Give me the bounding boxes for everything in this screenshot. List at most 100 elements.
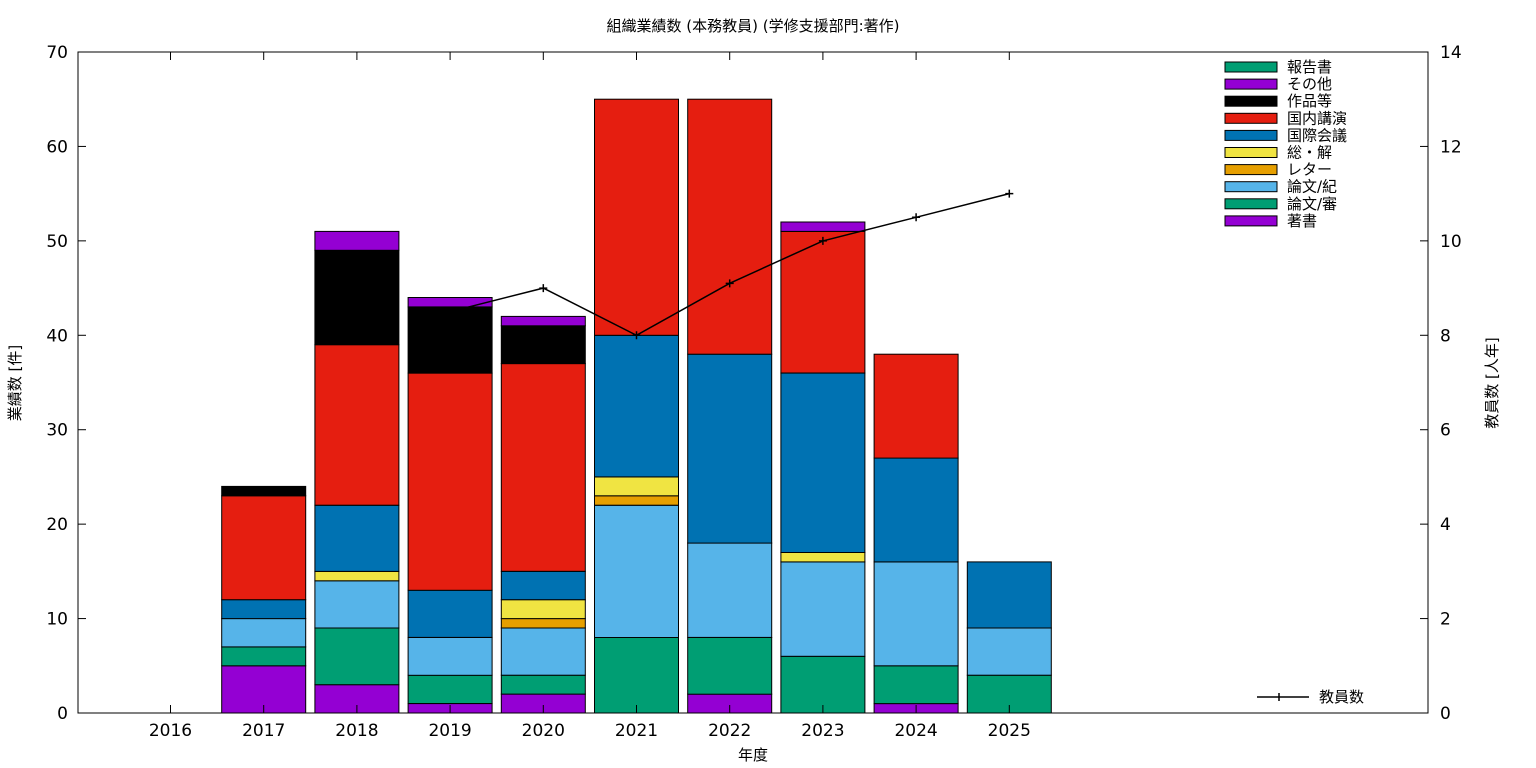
y2-tick-label: 6 (1440, 421, 1451, 441)
legend-line-label: 教員数 (1319, 688, 1364, 706)
y-tick-label: 70 (46, 43, 68, 63)
bar-segment (966, 627, 1052, 676)
teacher-count-point (539, 284, 548, 293)
bar-segment (687, 637, 773, 695)
bar-segment (873, 457, 959, 563)
bar-segment (780, 230, 866, 374)
x-tick-label: 2021 (615, 721, 658, 741)
plot-frame (77, 51, 1429, 714)
bar-segment (873, 561, 959, 667)
bar-segment (687, 353, 773, 544)
y2-tick-label: 12 (1440, 137, 1462, 157)
x-tick-label: 2025 (988, 721, 1031, 741)
y-tick-label: 60 (46, 137, 68, 157)
bar-segment (314, 504, 400, 572)
x-tick-label: 2019 (428, 721, 471, 741)
legend-label: 論文/審 (1287, 195, 1337, 213)
bar-segment (221, 485, 307, 497)
y-axis-label: 業績数 [件] (6, 345, 24, 421)
teacher-count-point (446, 307, 455, 316)
bar-segment (500, 570, 586, 601)
bar-segment (221, 495, 307, 601)
bar-segment (221, 646, 307, 667)
bar-segment (407, 674, 493, 705)
teacher-count-point (632, 331, 641, 340)
y2-tick-label: 14 (1440, 43, 1462, 63)
legend-label: その他 (1287, 75, 1332, 93)
legend-label: 国際会議 (1287, 126, 1347, 144)
bar-segment (314, 627, 400, 686)
x-tick-label: 2016 (149, 721, 192, 741)
y2-axis-label: 教員数 [人年] (1483, 337, 1501, 428)
bar-segment (687, 542, 773, 638)
teacher-count-point (912, 213, 921, 222)
bar-segment (780, 221, 866, 232)
x-tick-label: 2018 (335, 721, 378, 741)
bar-segment (687, 98, 773, 355)
y-tick-label: 50 (46, 232, 68, 252)
bar-segment (221, 618, 307, 648)
bar-segment (500, 674, 586, 695)
bar-segment (407, 306, 493, 374)
bar-segment (500, 627, 586, 676)
y2-tick-label: 8 (1440, 326, 1451, 346)
x-tick-label: 2024 (894, 721, 937, 741)
bar-segment (780, 372, 866, 553)
bar-segment (407, 372, 493, 591)
x-tick-label: 2020 (522, 721, 565, 741)
teacher-count-point (1005, 189, 1014, 198)
teacher-count-point (725, 279, 734, 288)
legend-label: 報告書 (1287, 58, 1332, 76)
bar-segment (500, 315, 586, 327)
x-tick-label: 2023 (801, 721, 844, 741)
bar-segment (500, 363, 586, 572)
legend-label: 作品等 (1287, 92, 1332, 110)
legend-swatch (1224, 95, 1278, 107)
y2-tick-label: 10 (1440, 232, 1462, 252)
bar-segment (780, 552, 866, 563)
legend-swatch (1224, 164, 1278, 176)
y-tick-label: 10 (46, 610, 68, 630)
bar-segment (314, 230, 400, 251)
legend-swatch (1224, 147, 1278, 158)
y-tick-label: 20 (46, 515, 68, 535)
legend-swatch (1224, 198, 1278, 210)
bar-segment (500, 618, 586, 629)
legend-swatch (1224, 181, 1278, 193)
legend-swatch (1224, 112, 1278, 124)
y-tick-label: 30 (46, 421, 68, 441)
legend-label: 総・解 (1287, 144, 1332, 162)
bar-segment (594, 637, 679, 714)
legend-label: 国内講演 (1287, 109, 1347, 127)
bars-layer (221, 98, 1052, 714)
y2-tick-label: 4 (1440, 515, 1451, 535)
bar-segment (873, 353, 959, 459)
bar-segment (407, 297, 493, 308)
bar-segment (594, 476, 679, 497)
legend-label: 著書 (1287, 212, 1317, 230)
legend-swatch (1224, 78, 1278, 90)
legend-swatch (1224, 129, 1278, 141)
bar-segment (500, 599, 586, 620)
legend-label: レター (1287, 161, 1332, 179)
bar-segment (314, 249, 400, 346)
y2-tick-label: 0 (1440, 704, 1451, 724)
bar-segment (407, 637, 493, 676)
bar-segment (314, 344, 400, 506)
y2-tick-label: 2 (1440, 610, 1451, 630)
bar-segment (500, 325, 586, 365)
legend-label: 論文/紀 (1287, 178, 1337, 196)
bar-segment (780, 561, 866, 657)
bar-segment (314, 580, 400, 629)
bar-segment (594, 504, 679, 638)
legend-swatch (1224, 61, 1278, 73)
bar-segment (966, 561, 1052, 629)
line-layer (446, 189, 1014, 340)
x-tick-label: 2017 (242, 721, 285, 741)
bar-segment (594, 495, 679, 506)
chart-title: 組織業績数 (本務教員) (学修支援部門:著作) (607, 17, 900, 35)
bar-segment (594, 334, 679, 478)
bar-segment (594, 98, 679, 336)
x-tick-label: 2022 (708, 721, 751, 741)
